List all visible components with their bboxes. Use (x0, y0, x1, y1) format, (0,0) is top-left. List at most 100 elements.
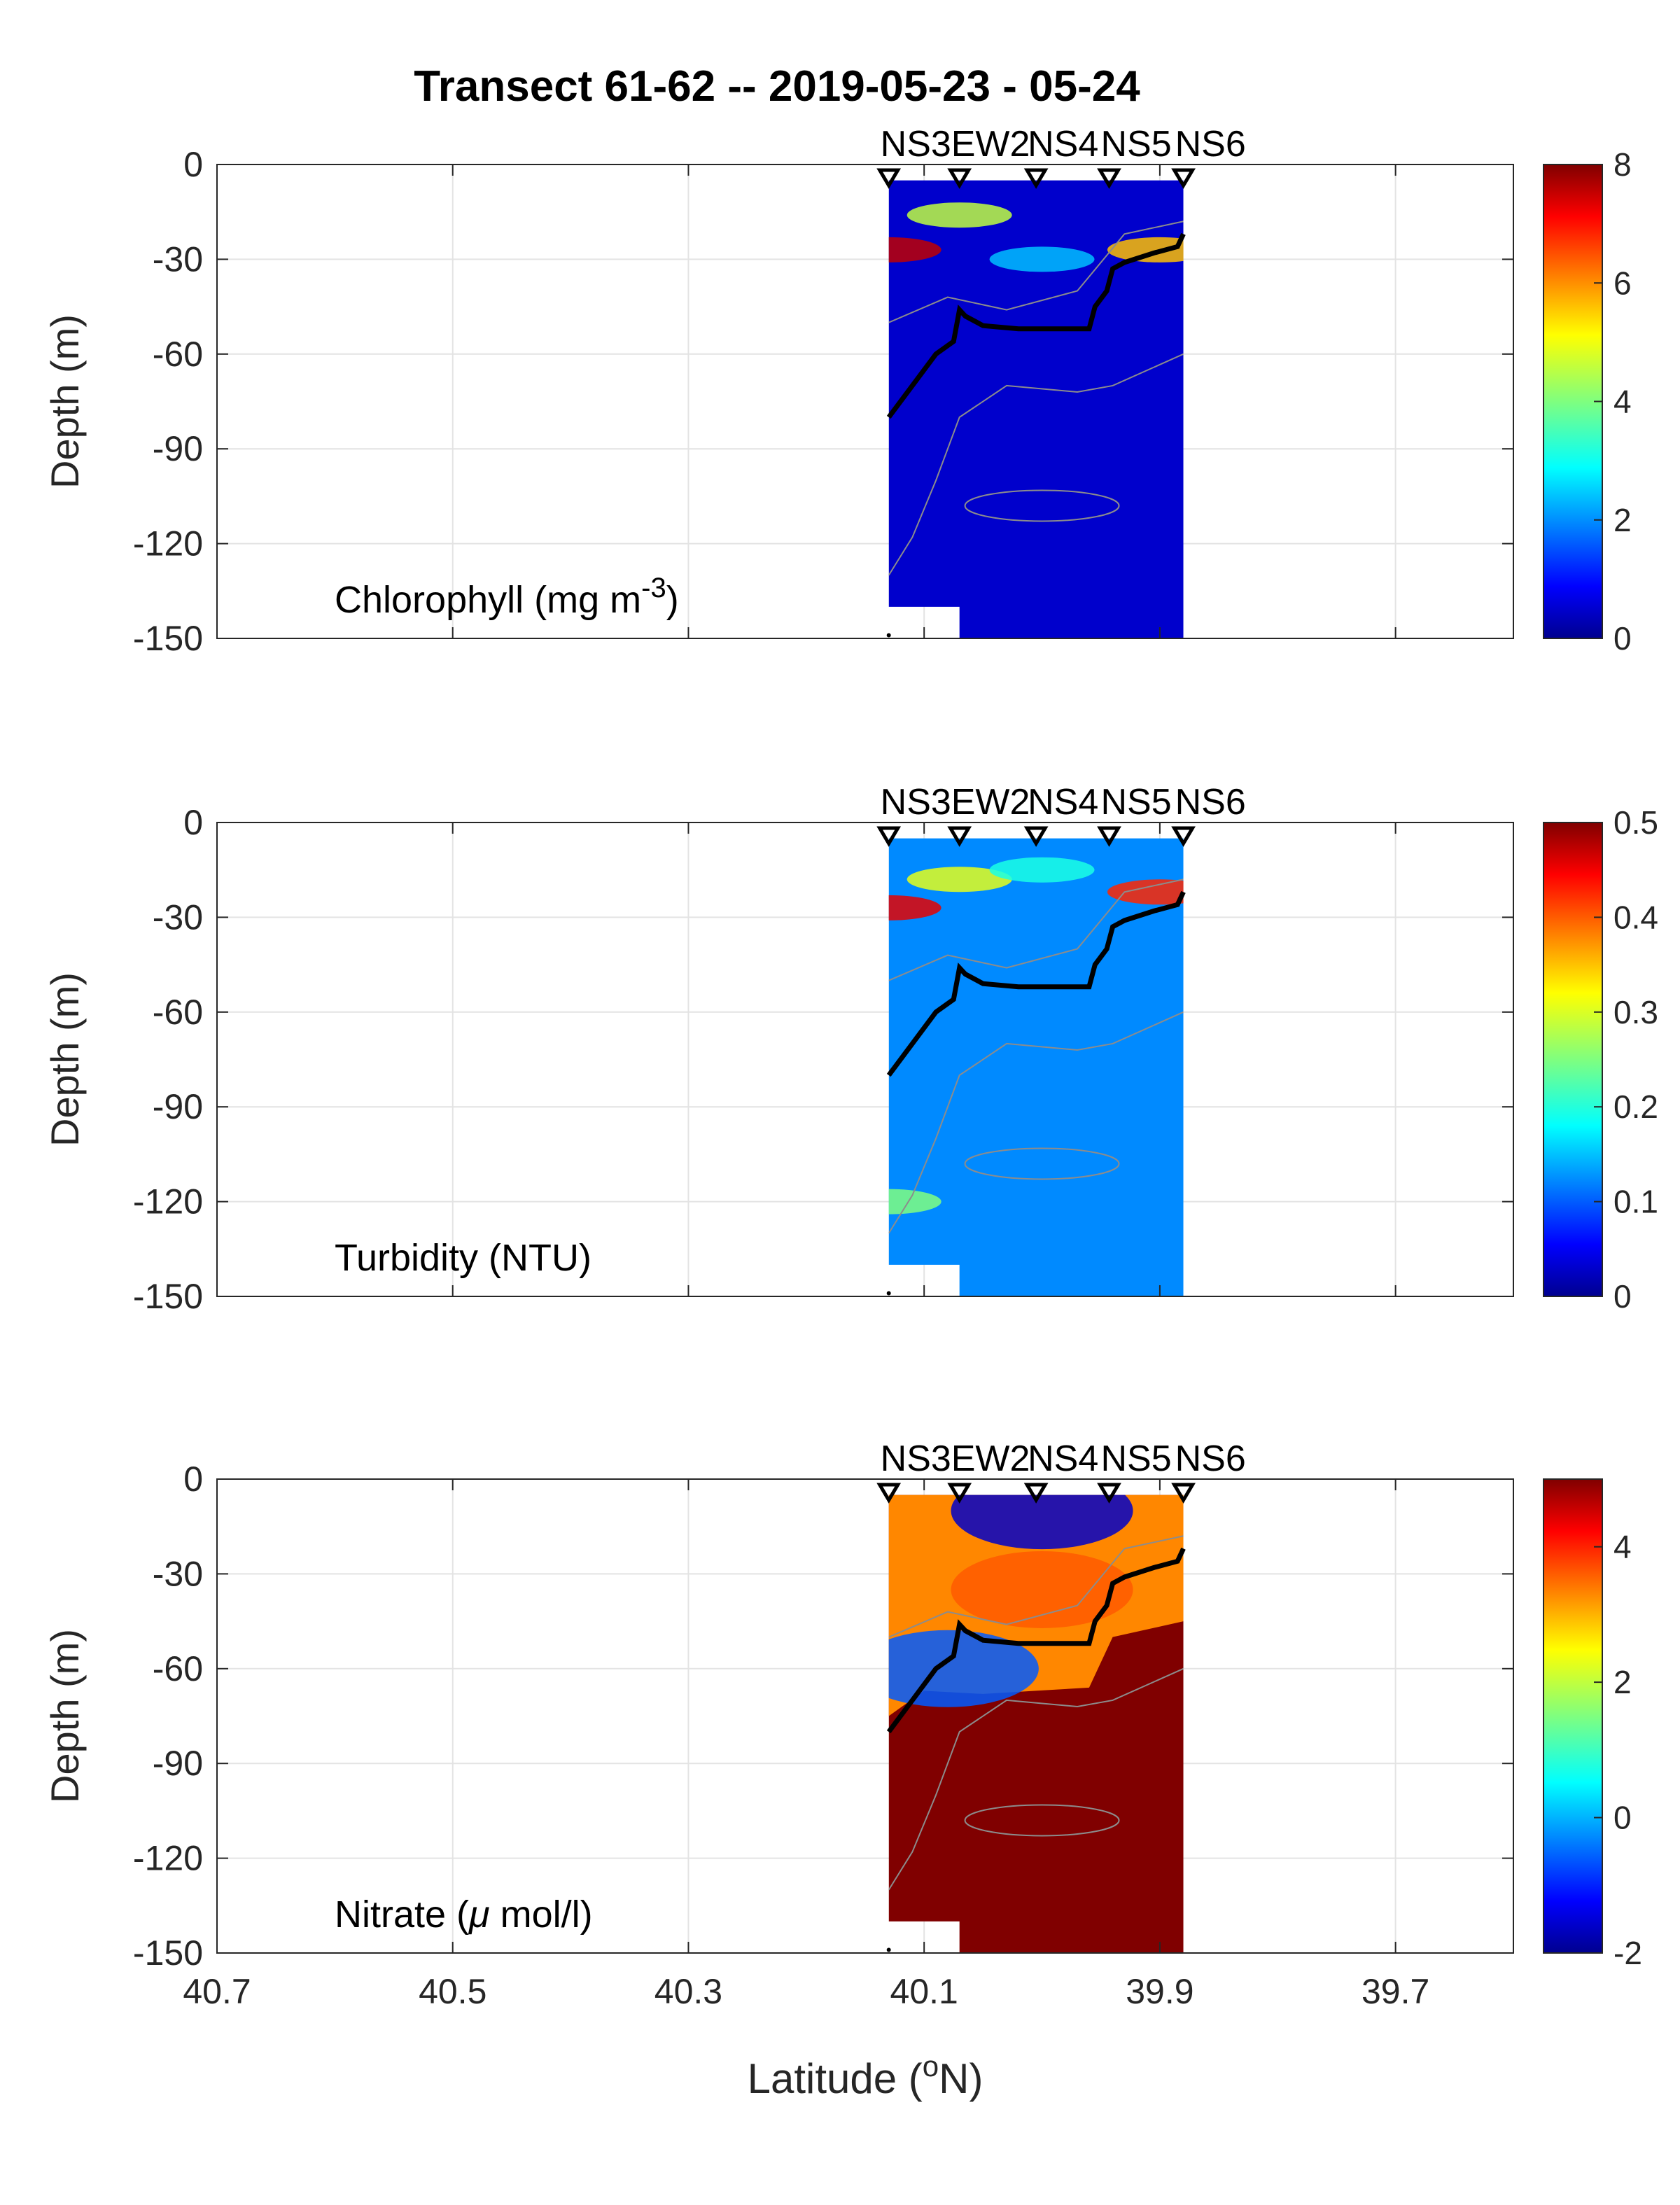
y-tick-label: -30 (153, 1554, 203, 1593)
station-marker (1097, 1483, 1121, 1504)
heatmap-feature (888, 1189, 941, 1214)
y-tick-label: -120 (133, 524, 203, 564)
axes-box (216, 822, 1514, 1297)
chart-title: Transect 61-62 -- 2019-05-23 - 05-24 (414, 62, 1140, 111)
colorbar-tick-label: 0 (1614, 1278, 1632, 1315)
axes-box (216, 1478, 1514, 1954)
bottom-marker (886, 1947, 891, 1952)
colorbar-tick-label: 0 (1614, 1800, 1632, 1836)
station-marker (876, 826, 902, 847)
station-marker (876, 1483, 902, 1504)
y-tick-label: 0 (183, 1460, 203, 1499)
mixed-layer-line (886, 1547, 1186, 1734)
x-tick-label: 40.5 (419, 1972, 486, 2011)
station-label: EW2 (951, 1438, 1030, 1479)
contour-line (888, 878, 1184, 981)
mixed-layer-line (886, 890, 1186, 1077)
station-label: NS3 (881, 1438, 951, 1479)
colorbar-tick-label: 6 (1614, 265, 1632, 301)
contour-line (888, 1667, 1184, 1891)
station-label: NS5 (1101, 124, 1172, 164)
y-tick-label: 0 (183, 803, 203, 842)
station-label: NS4 (1028, 1438, 1098, 1479)
station-label: NS6 (1175, 124, 1246, 164)
y-tick-label: -120 (133, 1182, 203, 1222)
station-marker (876, 168, 902, 189)
heatmap-feature (989, 857, 1095, 883)
y-tick-label: -60 (153, 993, 203, 1032)
colorbar-tick-label: 0.1 (1614, 1184, 1658, 1220)
heatmap-feature (888, 237, 941, 262)
variable-label: Turbidity (NTU) (335, 1237, 592, 1279)
y-tick-label: -30 (153, 897, 203, 937)
heatmap-feature (906, 867, 1012, 892)
y-axis-label: Depth (m) (43, 314, 87, 489)
heatmap-feature (951, 1550, 1133, 1628)
station-marker (947, 1483, 972, 1504)
contour-line (888, 1011, 1184, 1234)
colorbar-tick-label: 8 (1614, 146, 1632, 183)
station-marker (1023, 1483, 1049, 1504)
contour-line (964, 1147, 1120, 1180)
colorbar-tick-label: 4 (1614, 384, 1632, 420)
station-marker (1171, 826, 1196, 847)
station-label: EW2 (951, 782, 1030, 822)
station-label: NS5 (1101, 782, 1172, 822)
y-tick-label: -150 (133, 619, 203, 658)
station-label: NS6 (1175, 1438, 1246, 1479)
station-marker (1023, 168, 1049, 189)
colorbar-tick-label: 4 (1614, 1529, 1632, 1565)
y-tick-label: -120 (133, 1839, 203, 1878)
x-tick-label: 40.7 (183, 1972, 251, 2011)
heatmap-background (888, 838, 1184, 1296)
contour-line (888, 353, 1184, 576)
station-label: NS5 (1101, 1438, 1172, 1479)
colorbar (1543, 164, 1603, 639)
station-label: NS3 (881, 782, 951, 822)
colorbar-tick-label: 2 (1614, 502, 1632, 538)
heatmap-feature (888, 1630, 1039, 1707)
y-tick-label: -150 (133, 1933, 203, 1973)
colorbar (1543, 822, 1603, 1297)
heatmap-feature (989, 246, 1095, 272)
bottom-marker (886, 633, 891, 638)
station-marker (1171, 1483, 1196, 1504)
station-label: NS4 (1028, 124, 1098, 164)
heatmap-feature (951, 1494, 1133, 1550)
y-axis-label: Depth (m) (43, 1629, 87, 1803)
colorbar-tick-label: 0 (1614, 620, 1632, 657)
colorbar-tick-label: -2 (1614, 1935, 1642, 1971)
heatmap (888, 838, 1184, 1296)
variable-label: Nitrate (μ mol/l) (335, 1893, 593, 1935)
colorbar-tick-label: 2 (1614, 1664, 1632, 1700)
x-tick-label: 40.1 (890, 1972, 958, 2011)
contour-line (888, 1535, 1184, 1638)
station-marker (1097, 826, 1121, 847)
y-axis-label: Depth (m) (43, 972, 87, 1147)
station-marker (1171, 168, 1196, 189)
station-marker (947, 826, 972, 847)
y-tick-label: -90 (153, 1087, 203, 1126)
y-tick-label: -150 (133, 1277, 203, 1316)
x-axis-label: Latitude (oN) (748, 2050, 983, 2102)
x-tick-label: 39.7 (1362, 1972, 1429, 2011)
heatmap (888, 180, 1184, 639)
contour-line (964, 489, 1120, 522)
y-tick-label: -60 (153, 1649, 203, 1688)
colorbar-tick-label: 0.5 (1614, 804, 1658, 841)
colorbar-tick-label: 0.4 (1614, 899, 1658, 935)
y-tick-label: -90 (153, 1744, 203, 1783)
station-label: NS4 (1028, 782, 1098, 822)
variable-label: Chlorophyll (mg m-3) (335, 573, 679, 621)
contour-line (964, 1804, 1120, 1837)
y-tick-label: -30 (153, 239, 203, 279)
y-tick-label: -60 (153, 335, 203, 374)
mixed-layer-line (886, 232, 1186, 419)
bottom-marker (886, 1291, 891, 1296)
axes-box (216, 164, 1514, 639)
heatmap (888, 1494, 1184, 1953)
y-tick-label: 0 (183, 145, 203, 184)
station-marker (1097, 168, 1121, 189)
